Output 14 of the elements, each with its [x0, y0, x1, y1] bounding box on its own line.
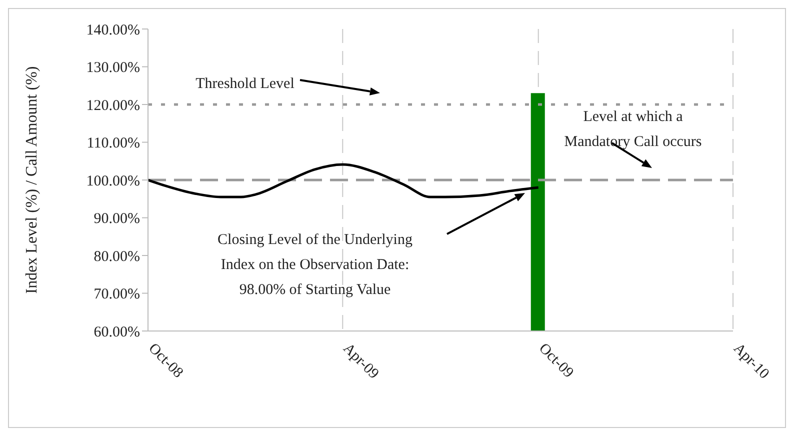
y-tick-label: 80.00% [94, 248, 140, 265]
y-tick-label: 130.00% [86, 60, 140, 76]
y-tick-label: 120.00% [86, 98, 140, 114]
y-tick-label: 100.00% [86, 173, 140, 190]
line-series [148, 163, 540, 198]
y-tick-label: 110.00% [86, 136, 140, 152]
y-tick-label: 70.00% [94, 286, 140, 303]
y-tick-label: 60.00% [94, 324, 140, 340]
y-axis-title: Index Level (%) / Call Amount (%) [24, 66, 41, 294]
annotation: Closing Level of the Underlying Index on the Observation Date: 98.00% of Starting Value [218, 232, 413, 298]
y-tick-label: 90.00% [94, 211, 140, 228]
annotation: Threshold Level [196, 76, 294, 92]
annotation: Level at which a Mandatory Call occurs [564, 109, 702, 150]
y-tick-label: 140.00% [86, 22, 140, 38]
